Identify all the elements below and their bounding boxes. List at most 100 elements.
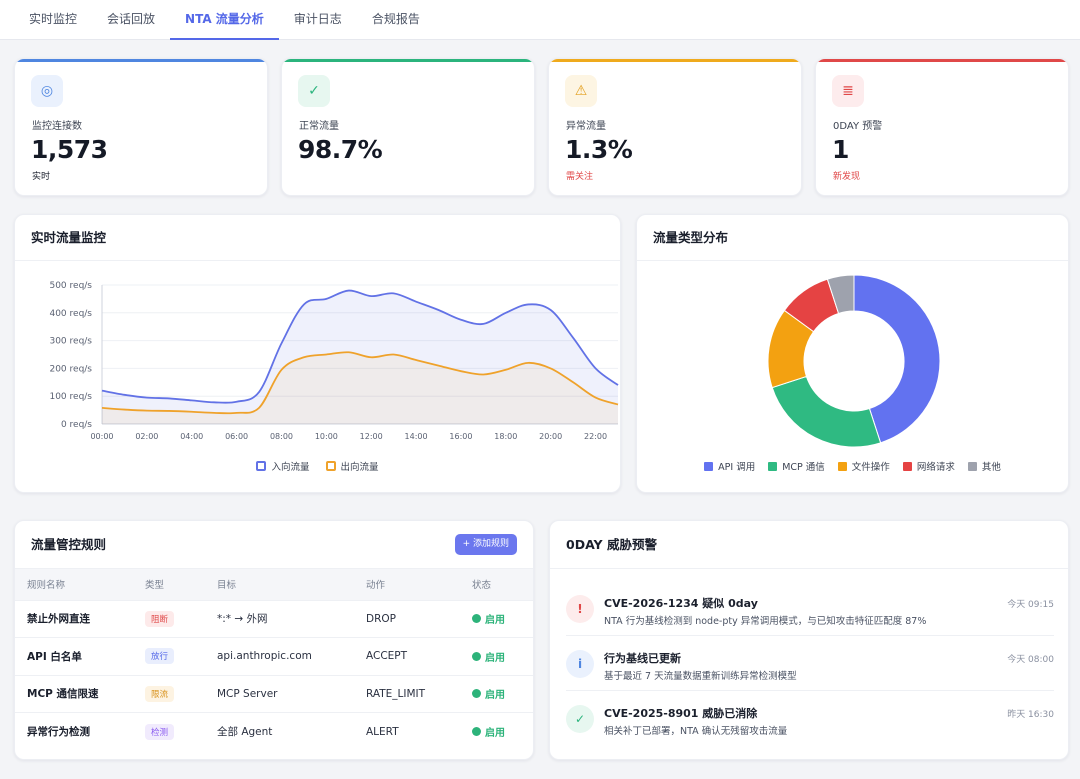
alert-description: 基于最近 7 天流量数据重新训练异常检测模型: [604, 671, 797, 682]
chart-legend: 入向流量 出向流量: [15, 459, 620, 473]
column-header[interactable]: 目标: [205, 569, 354, 600]
accent-bar: [15, 59, 267, 62]
legend-item-outbound[interactable]: 出向流量: [325, 459, 379, 473]
stat-subtext: 实时: [32, 172, 51, 182]
stat-card[interactable]: ✓ 正常流量 98.7%: [281, 58, 535, 196]
status-label: 启用: [485, 652, 505, 664]
threat-alert-item[interactable]: ✓ CVE-2025-8901 威胁已消除 相关补丁已部署，NTA 确认无残留攻击流…: [566, 697, 1054, 749]
add-rule-button[interactable]: + 添加规则: [454, 534, 517, 555]
table-row[interactable]: 异常行为检测 检测 全部 Agent ALERT 启用: [15, 712, 533, 750]
legend-label: 网络请求: [916, 462, 955, 473]
traffic-monitor-panel: 实时流量监控 0 req/s 100 req/s 200 req/s 300 req/…: [14, 214, 621, 493]
donut-slice[interactable]: [826, 274, 855, 315]
status-label: 启用: [485, 615, 505, 627]
alert-time: 今天 08:00: [1007, 655, 1054, 665]
rule-target: *:* → 外网: [205, 599, 354, 638]
status-dot-icon: [472, 651, 481, 661]
target-icon: ◎: [31, 75, 63, 107]
stat-subtext: 需关注: [566, 172, 594, 182]
legend-item[interactable]: 文件操作: [837, 459, 890, 473]
stat-card[interactable]: ⚠ 异常流量 1.3% 需关注: [548, 58, 802, 196]
rule-status-cell: 启用: [460, 599, 533, 638]
x-tick-label: 12:00: [360, 432, 383, 441]
y-tick-label: 400 req/s: [49, 309, 92, 319]
divider: [566, 635, 1054, 636]
x-tick-label: 18:00: [494, 432, 517, 441]
y-tick-label: 100 req/s: [49, 392, 92, 402]
stat-card[interactable]: ≣ 0DAY 预警 1 新发现: [815, 58, 1069, 196]
status-badge[interactable]: 启用: [472, 611, 505, 626]
rule-name: 禁止外网直连: [15, 599, 133, 638]
tab-session-replay[interactable]: 会话回放: [107, 12, 156, 26]
status-badge[interactable]: 启用: [472, 649, 505, 664]
table-row[interactable]: 禁止外网直连 阻断 *:* → 外网 DROP 启用: [15, 599, 533, 638]
x-tick-label: 16:00: [449, 432, 472, 441]
threat-alert-item[interactable]: ! CVE-2026-1234 疑似 0day NTA 行为基线检测到 node-p…: [566, 587, 1054, 639]
status-dot-icon: [472, 614, 481, 624]
column-header[interactable]: 规则名称: [15, 569, 133, 600]
alert-icon: !: [566, 595, 594, 623]
status-badge[interactable]: 启用: [472, 686, 505, 701]
tab-compliance-report[interactable]: 合规报告: [371, 12, 420, 26]
legend-swatch: [902, 461, 912, 471]
legend-item[interactable]: 其他: [967, 459, 1001, 473]
y-tick-label: 200 req/s: [49, 364, 92, 374]
legend-swatch: [704, 461, 714, 471]
rule-name: MCP 通信限速: [15, 674, 133, 713]
rule-type-cell: 阻断: [133, 599, 205, 638]
rule-type-tag: 限流: [145, 685, 175, 702]
accent-bar: [282, 59, 534, 62]
status-badge[interactable]: 启用: [472, 724, 505, 739]
rule-name: API 白名单: [15, 637, 133, 675]
tab-audit-log[interactable]: 审计日志: [293, 12, 342, 26]
tab-realtime-monitor[interactable]: 实时监控: [29, 12, 78, 26]
tab-nta-traffic[interactable]: NTA 流量分析: [170, 0, 279, 40]
column-header[interactable]: 动作: [354, 569, 460, 600]
accent-bar: [816, 59, 1068, 62]
stat-value: 1: [832, 135, 849, 164]
rule-action: ACCEPT: [354, 637, 460, 675]
rule-type-cell: 检测: [133, 712, 205, 750]
panel-title: 流量类型分布: [637, 215, 1068, 261]
column-header[interactable]: 状态: [460, 569, 533, 600]
table-header-row: 规则名称 类型 目标 动作 状态: [15, 569, 533, 600]
y-tick-label: 500 req/s: [49, 281, 92, 291]
legend-label: 出向流量: [340, 462, 379, 473]
stat-subtext: 新发现: [833, 172, 861, 182]
x-tick-label: 08:00: [270, 432, 293, 441]
table-row[interactable]: MCP 通信限速 限流 MCP Server RATE_LIMIT 启用: [15, 674, 533, 713]
legend-item[interactable]: 网络请求: [902, 459, 955, 473]
legend-item[interactable]: MCP 通信: [768, 459, 825, 473]
series-line: [101, 289, 619, 404]
x-tick-label: 00:00: [90, 432, 113, 441]
threat-alert-item[interactable]: i 行为基线已更新 基于最近 7 天流量数据重新训练异常检测模型 今天 08:00: [566, 642, 1054, 694]
rule-target: 全部 Agent: [205, 712, 354, 750]
legend-label: 文件操作: [851, 462, 890, 473]
donut-slice[interactable]: [853, 274, 941, 444]
panel-title: 0DAY 威胁预警: [550, 521, 1068, 569]
panel-title: 流量管控规则: [15, 521, 533, 569]
status-dot-icon: [472, 727, 481, 736]
rule-status-cell: 启用: [460, 637, 533, 675]
rule-type-tag: 检测: [145, 723, 175, 740]
legend-item[interactable]: API 调用: [704, 459, 755, 473]
x-tick-label: 22:00: [584, 432, 607, 441]
status-label: 启用: [485, 728, 505, 739]
donut-slice[interactable]: [771, 375, 882, 448]
alert-title: CVE-2026-1234 疑似 0day: [604, 597, 758, 610]
x-tick-label: 14:00: [405, 432, 428, 441]
traffic-line-chart: 0 req/s 100 req/s 200 req/s 300 req/s 400 re…: [49, 281, 619, 441]
rule-type-tag: 阻断: [145, 610, 175, 627]
zero-day-threat-panel: 0DAY 威胁预警 ! CVE-2026-1234 疑似 0day NTA 行为基线…: [549, 520, 1069, 760]
y-tick-label: 0 req/s: [61, 420, 92, 430]
legend-label: API 调用: [718, 462, 756, 473]
rule-action: RATE_LIMIT: [354, 674, 460, 713]
table-row[interactable]: API 白名单 放行 api.anthropic.com ACCEPT 启用: [15, 637, 533, 675]
stat-value: 1.3%: [565, 135, 633, 164]
stat-card[interactable]: ◎ 监控连接数 1,573 实时: [14, 58, 268, 196]
alert-description: NTA 行为基线检测到 node-pty 异常调用模式，与已知攻击特征匹配度 8…: [604, 616, 927, 627]
tab-bar: 实时监控 会话回放 NTA 流量分析 审计日志 合规报告: [0, 0, 1080, 40]
legend-item-inbound[interactable]: 入向流量: [256, 459, 310, 473]
column-header[interactable]: 类型: [133, 569, 205, 600]
stat-label: 异常流量: [566, 121, 606, 132]
